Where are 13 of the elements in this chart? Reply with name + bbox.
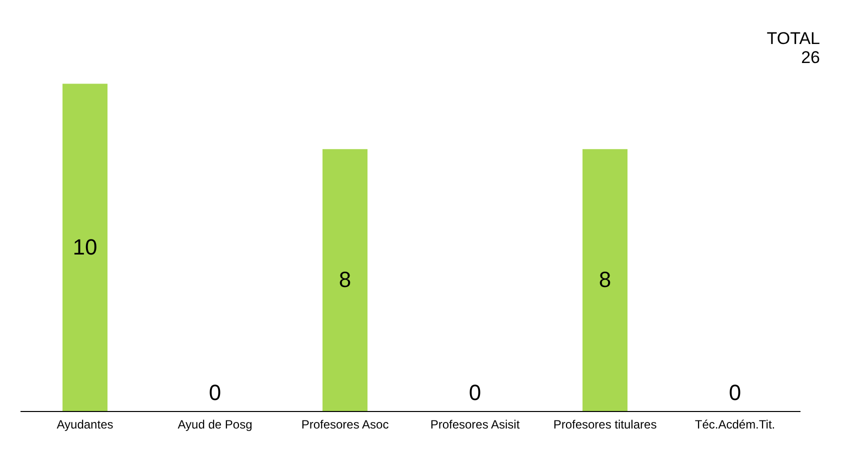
- data-label: 0: [728, 380, 742, 405]
- data-label: 8: [338, 267, 352, 292]
- x-tick-label: Téc.Acdém.Tit.: [694, 418, 776, 432]
- x-tick-label: Profesores titulares: [553, 418, 657, 432]
- text: TOTAL 26: [766, 29, 820, 67]
- x-tick-label: Ayud de Posg: [178, 418, 252, 432]
- x-tick-label: Profesores Asoc: [301, 418, 389, 432]
- data-label: 8: [598, 267, 612, 292]
- data-label: 0: [468, 380, 482, 405]
- x-tick-label: Profesores Asisit: [430, 418, 520, 432]
- data-label: 0: [208, 380, 222, 405]
- data-label: 10: [72, 234, 98, 260]
- x-tick-label: Ayudantes: [56, 418, 114, 432]
